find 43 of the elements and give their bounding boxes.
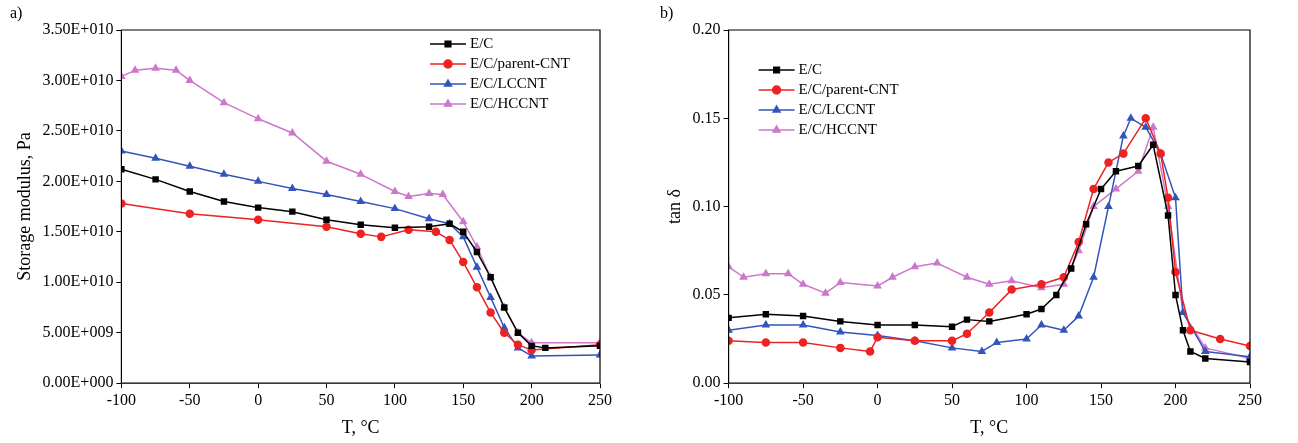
y-axis-title: Storage modulus, Pa xyxy=(13,132,34,281)
x-tick-label: 100 xyxy=(1014,391,1039,408)
x-tick-label: 100 xyxy=(382,391,407,408)
x-axis-title: T, °C xyxy=(341,416,380,437)
x-tick-label: 200 xyxy=(519,391,544,408)
legend-label: E/C/parent-CNT xyxy=(470,54,570,71)
x-tick-label: 50 xyxy=(944,391,961,408)
y-tick-label: 1.50E+010 xyxy=(42,222,114,240)
x-tick-label: 200 xyxy=(1163,391,1188,408)
x-tick-label: -50 xyxy=(179,391,201,408)
legend-label: E/C xyxy=(798,60,822,77)
y-tick-label: 1.00E+010 xyxy=(42,272,114,290)
legend-label: E/C/LCCNT xyxy=(798,100,876,117)
legend-label: E/C/parent-CNT xyxy=(798,80,899,97)
x-tick-label: 50 xyxy=(318,391,335,408)
text: b) xyxy=(660,4,674,23)
y-tick-label: 0.05 xyxy=(692,285,721,303)
x-tick-label: -100 xyxy=(106,391,137,408)
legend-label: E/C/LCCNT xyxy=(470,74,547,91)
x-tick-label: 250 xyxy=(1238,391,1262,408)
x-tick-label: 250 xyxy=(588,391,612,408)
y-tick-label: 0.00 xyxy=(692,373,721,391)
y-tick-label: 0.00E+000 xyxy=(42,373,114,391)
x-tick-label: 150 xyxy=(1089,391,1114,408)
y-tick-label: 3.50E+010 xyxy=(42,20,114,38)
y-tick-label: 2.00E+010 xyxy=(42,171,114,189)
x-axis-title: T, °C xyxy=(970,416,1009,437)
legend-label: E/C/HCCNT xyxy=(470,94,549,111)
y-axis-title: tan δ xyxy=(663,189,684,225)
legend-label: E/C/HCCNT xyxy=(798,120,877,137)
y-tick-label: 5.00E+009 xyxy=(42,322,114,340)
y-tick-label: 0.20 xyxy=(692,20,721,38)
x-tick-label: 0 xyxy=(254,391,263,408)
x-tick-label: 0 xyxy=(873,391,882,408)
y-tick-label: 0.10 xyxy=(692,196,721,214)
y-tick-label: 0.15 xyxy=(692,108,721,126)
legend-label: E/C xyxy=(470,34,494,51)
y-tick-label: 2.50E+010 xyxy=(42,121,114,139)
y-tick-label: 3.00E+010 xyxy=(42,70,114,88)
x-tick-label: -50 xyxy=(792,391,814,408)
text: a) xyxy=(10,4,23,23)
x-tick-label: 150 xyxy=(451,391,476,408)
x-tick-label: -100 xyxy=(713,391,744,408)
